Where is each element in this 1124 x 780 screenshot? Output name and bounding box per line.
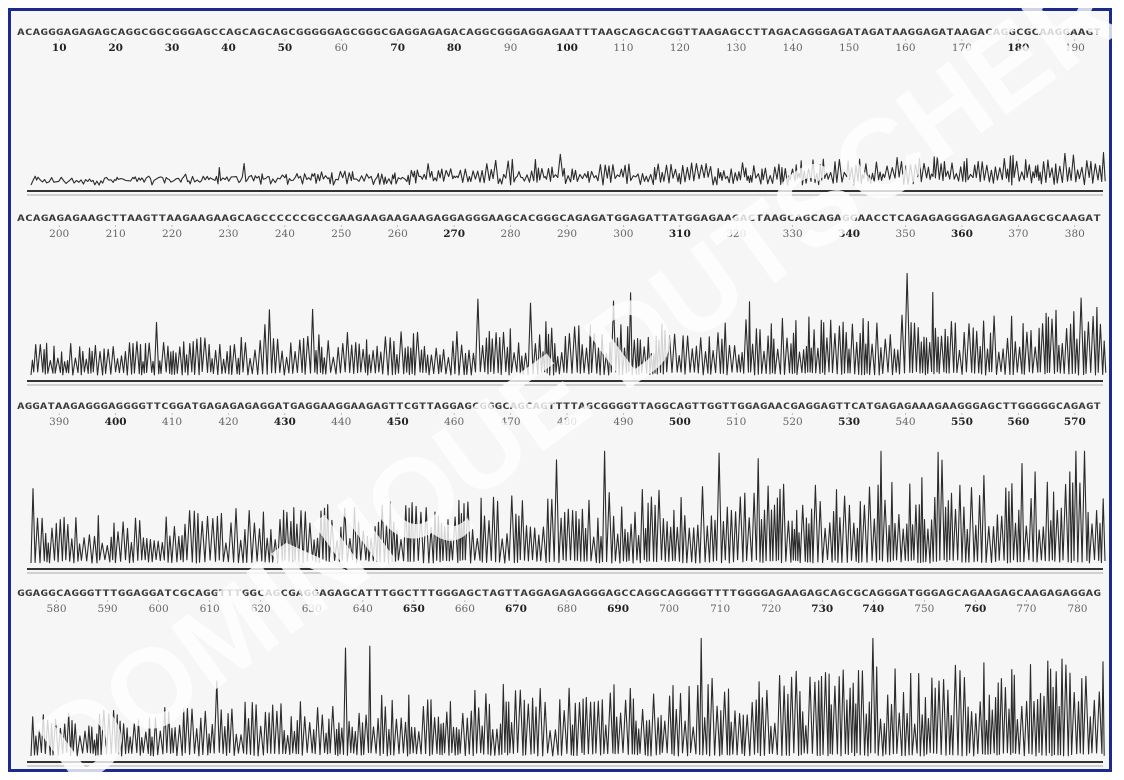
- tick-label: 210: [106, 228, 126, 240]
- trace-line: [30, 637, 1105, 757]
- tick-label: 130: [726, 42, 746, 54]
- tick-label: 180: [1007, 42, 1029, 54]
- tick-label: 150: [839, 42, 859, 54]
- tick-label: 60: [335, 42, 348, 54]
- base-sequence: ACAGAGAGAAGCTTAAGTTAAGAAGAAGCAGCCCCCCGCC…: [17, 214, 1101, 224]
- tick-label: 660: [455, 603, 475, 615]
- tick-label: 230: [218, 228, 238, 240]
- chromatogram-panel: ACAGGGAGAGAGCAGGCGGCGGGAGCCAGCAGCAGCGGGG…: [17, 28, 1106, 196]
- tick-label: 780: [1067, 603, 1087, 615]
- tick-label: 460: [444, 416, 464, 428]
- tick-label: 730: [811, 603, 833, 615]
- tick-label: 770: [1016, 603, 1036, 615]
- tick-label: 680: [557, 603, 577, 615]
- tick-label: 450: [387, 416, 409, 428]
- tick-label: 170: [952, 42, 972, 54]
- tick-label: 590: [98, 603, 118, 615]
- tick-label: 410: [162, 416, 182, 428]
- chromatogram-frame: ACAGGGAGAGAGCAGGCGGCGGGAGCCAGCAGCAGCGGGG…: [8, 8, 1112, 772]
- tick-label: 700: [659, 603, 679, 615]
- tick-label: 260: [388, 228, 408, 240]
- base-sequence: ACAGGGAGAGAGCAGGCGGCGGGAGCCAGCAGCAGCGGGG…: [17, 28, 1101, 38]
- tick-label: 430: [274, 416, 296, 428]
- tick-label: 480: [557, 416, 577, 428]
- tick-label: 670: [505, 603, 527, 615]
- chromatogram-panel: GGAGGCAGGGTTTGGAGGATCGCAGGTTTGGCAGCGAGGA…: [17, 589, 1105, 767]
- tick-label: 470: [501, 416, 521, 428]
- tick-label: 250: [331, 228, 351, 240]
- trace-line: [30, 450, 1106, 564]
- tick-label: 760: [964, 603, 986, 615]
- tick-label: 740: [862, 603, 884, 615]
- sequencing-chromatogram: ACAGGGAGAGAGCAGGCGGCGGGAGCCAGCAGCAGCGGGG…: [17, 28, 1107, 767]
- tick-label: 600: [149, 603, 169, 615]
- tick-label: 80: [447, 42, 462, 54]
- tick-label: 620: [251, 603, 271, 615]
- tick-label: 500: [669, 416, 691, 428]
- tick-label: 220: [162, 228, 182, 240]
- tick-label: 560: [1007, 416, 1029, 428]
- tick-label: 10: [52, 42, 67, 54]
- tick-label: 310: [669, 228, 691, 240]
- base-sequence: GGAGGCAGGGTTTGGAGGATCGCAGGTTTGGCAGCGAGGA…: [17, 589, 1101, 599]
- tick-label: 400: [105, 416, 127, 428]
- tick-label: 550: [951, 416, 973, 428]
- tick-label: 360: [951, 228, 973, 240]
- tick-label: 520: [783, 416, 803, 428]
- tick-label: 280: [501, 228, 521, 240]
- trace-line: [30, 152, 1106, 186]
- tick-label: 340: [838, 228, 860, 240]
- tick-label: 390: [49, 416, 69, 428]
- tick-label: 140: [783, 42, 803, 54]
- tick-label: 750: [914, 603, 934, 615]
- tick-label: 40: [221, 42, 236, 54]
- tick-label: 120: [670, 42, 690, 54]
- tick-label: 710: [710, 603, 730, 615]
- tick-label: 160: [896, 42, 916, 54]
- tick-label: 570: [1064, 416, 1086, 428]
- tick-label: 690: [607, 603, 629, 615]
- tick-label: 580: [47, 603, 67, 615]
- tick-label: 270: [443, 228, 465, 240]
- tick-label: 240: [275, 228, 295, 240]
- tick-label: 100: [556, 42, 578, 54]
- tick-label: 50: [278, 42, 293, 54]
- tick-label: 720: [761, 603, 781, 615]
- tick-label: 370: [1008, 228, 1028, 240]
- tick-label: 200: [49, 228, 69, 240]
- tick-label: 330: [783, 228, 803, 240]
- tick-label: 490: [613, 416, 633, 428]
- tick-label: 110: [613, 42, 633, 54]
- tick-label: 290: [557, 228, 577, 240]
- tick-label: 300: [613, 228, 633, 240]
- tick-label: 30: [165, 42, 180, 54]
- base-sequence: AGGATAAGAGGGAGGGGTTCGGATGAGAGAGAGGATGAGG…: [17, 402, 1101, 412]
- tick-label: 540: [896, 416, 916, 428]
- tick-label: 440: [331, 416, 351, 428]
- chromatogram-panel: ACAGAGAGAAGCTTAAGTTAAGAAGAAGCAGCCCCCCGCC…: [17, 214, 1107, 386]
- tick-label: 650: [403, 603, 425, 615]
- tick-label: 640: [353, 603, 373, 615]
- chromatogram-panel: AGGATAAGAGGGAGGGGTTCGGATGAGAGAGAGGATGAGG…: [17, 402, 1106, 574]
- trace-line: [30, 272, 1107, 376]
- tick-label: 320: [726, 228, 746, 240]
- tick-label: 420: [218, 416, 238, 428]
- tick-label: 20: [108, 42, 123, 54]
- tick-label: 70: [390, 42, 405, 54]
- tick-label: 530: [838, 416, 860, 428]
- tick-label: 380: [1065, 228, 1085, 240]
- tick-label: 630: [302, 603, 322, 615]
- tick-label: 610: [200, 603, 220, 615]
- tick-label: 510: [726, 416, 746, 428]
- tick-label: 90: [504, 42, 517, 54]
- tick-label: 190: [1065, 42, 1085, 54]
- tick-label: 350: [896, 228, 916, 240]
